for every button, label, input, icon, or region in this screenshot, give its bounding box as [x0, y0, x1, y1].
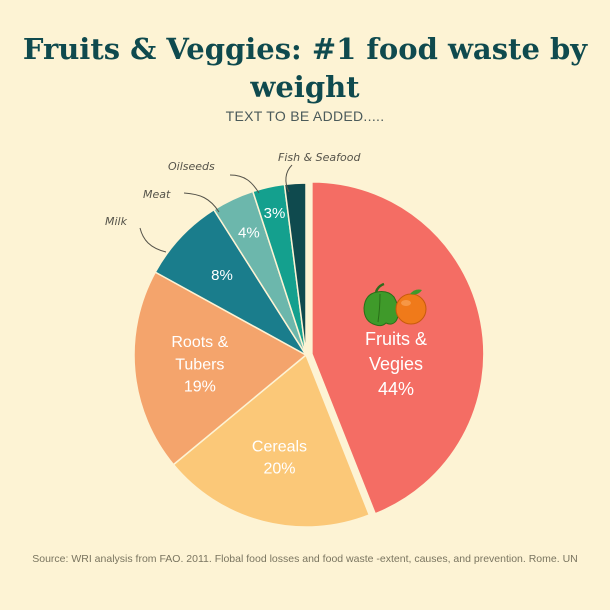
callout-label-meat: Meat: [143, 188, 171, 201]
callout-arrow-milk: [139, 227, 167, 253]
slice-name-label-cereals: Cereals: [252, 438, 307, 455]
source-note: Source: WRI analysis from FAO. 2011. Flo…: [32, 553, 578, 565]
pie-slice-roots-tubers: [133, 271, 308, 466]
callout-label-milk: Milk: [105, 215, 128, 228]
pie-slice-cereals: [172, 353, 371, 528]
slice-name-label-fruits-vegies: Vegies: [369, 354, 423, 374]
slice-value-label-milk: 8%: [211, 267, 233, 284]
slice-value-label-meat: 4%: [238, 225, 260, 242]
pie-slice-fish-seafood: [283, 182, 307, 356]
slice-value-label-cereals: 20%: [263, 461, 295, 478]
slice-name-label-fruits-vegies: Fruits &: [365, 329, 427, 349]
slice-value-label-oilseeds: 3%: [264, 205, 286, 222]
slice-name-label-roots-tubers: Roots &: [171, 334, 228, 351]
chart-subtitle: TEXT TO BE ADDED.....: [225, 108, 385, 124]
callout-label-fish: Fish & Seafood: [278, 151, 361, 164]
callout-arrow-oilseeds: [229, 174, 260, 194]
callout-arrow-fish: [285, 164, 293, 193]
pie-slice-fruits-vegies: [311, 181, 485, 515]
callout-arrow-meat: [183, 192, 220, 213]
chart-title: Fruits & Veggies: #1 food waste by weigh…: [22, 32, 588, 104]
slice-value-label-roots-tubers: 19%: [184, 379, 216, 396]
pepper-icon: [363, 282, 400, 327]
slice-name-label-roots-tubers: Tubers: [175, 356, 224, 373]
slice-value-label-fruits-vegies: 44%: [378, 379, 414, 399]
orange-icon: [395, 289, 427, 325]
callout-label-oilseeds: Oilseeds: [168, 160, 215, 173]
